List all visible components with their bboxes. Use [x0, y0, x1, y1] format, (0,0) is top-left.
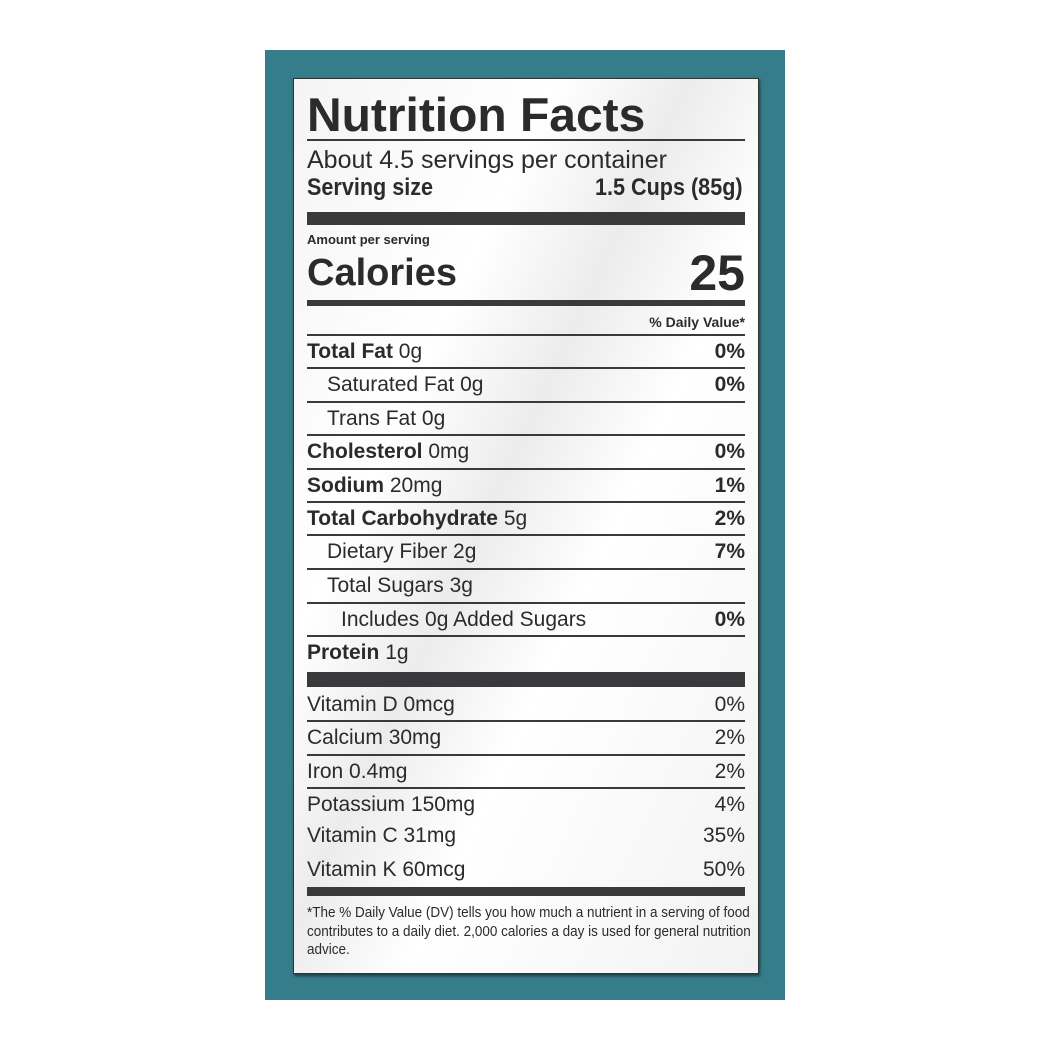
divider [307, 602, 745, 604]
vitamin-row: Calcium 30mg 2% [307, 723, 745, 753]
nutrient-name: Dietary Fiber [327, 540, 448, 563]
nutrient-daily-value: 0% [714, 340, 745, 363]
divider [307, 139, 745, 141]
vitamin-daily-value: 2% [714, 726, 745, 749]
vitamin-amount: 31mg [403, 824, 457, 847]
nutrient-amount: 3g [449, 574, 473, 597]
nutrient-name: Total Fat [307, 340, 393, 363]
serving-size-row: Serving size 1.5 Cups (85g) [307, 173, 743, 203]
thick-divider [307, 887, 745, 896]
divider [307, 787, 745, 789]
vitamin-amount: 0.4mg [349, 760, 408, 783]
nutrient-name: Cholesterol [307, 440, 423, 463]
nutrient-daily-value: 0% [714, 608, 745, 631]
divider [307, 401, 745, 403]
calories-value: 25 [689, 245, 745, 301]
vitamin-amount: 30mg [388, 726, 442, 749]
vitamin-name: Calcium [307, 726, 383, 749]
vitamin-daily-value: 2% [714, 760, 745, 783]
divider [307, 720, 745, 722]
nutrient-name: Saturated Fat [327, 373, 455, 396]
divider [307, 635, 745, 637]
medium-divider [307, 300, 745, 306]
divider [307, 501, 745, 503]
nutrient-amount: 5g [503, 507, 528, 530]
divider [307, 367, 745, 369]
nutrient-amount: 20mg [389, 474, 443, 497]
nutrient-amount: 0g [460, 373, 484, 396]
vitamin-name: Iron [307, 760, 344, 783]
amount-per-serving: Amount per serving [307, 232, 430, 247]
vitamin-amount: 150mg [410, 793, 476, 816]
vitamin-name: Vitamin D [307, 693, 398, 716]
vitamin-daily-value: 50% [702, 858, 745, 881]
vitamin-row: Iron 0.4mg 2% [307, 757, 745, 787]
nutrient-name: Sodium [307, 474, 384, 497]
footnote: *The % Daily Value (DV) tells you how mu… [307, 905, 751, 958]
vitamin-daily-value: 0% [714, 693, 745, 716]
divider [307, 534, 745, 536]
vitamin-row: Potassium 150mg 4% [307, 790, 745, 820]
label-title: Nutrition Facts [307, 88, 646, 141]
nutrient-name: Includes 0g Added Sugars [341, 608, 587, 631]
serving-size-label: Serving size [307, 174, 434, 201]
vitamin-name: Vitamin K [307, 858, 397, 881]
vitamin-row: Vitamin C 31mg 35% [307, 821, 745, 851]
vitamin-name: Vitamin C [307, 824, 398, 847]
nutrient-row: Saturated Fat 0g 0% [307, 370, 745, 400]
nutrient-amount: 0mg [428, 440, 470, 463]
divider [307, 568, 745, 570]
nutrient-name: Protein [307, 641, 380, 664]
nutrient-name: Trans Fat [327, 407, 417, 430]
daily-value-header: % Daily Value* [649, 314, 745, 330]
divider [307, 754, 745, 756]
nutrient-row: Trans Fat 0g [307, 404, 745, 434]
divider [307, 334, 745, 336]
thick-divider [307, 212, 745, 225]
serving-size-value: 1.5 Cups (85g) [594, 174, 743, 201]
divider [307, 434, 745, 436]
nutrient-amount: 2g [453, 540, 477, 563]
nutrient-row: Total Fat 0g 0% [307, 337, 745, 367]
nutrient-amount: 0g [398, 340, 423, 363]
vitamin-amount: 60mcg [402, 858, 466, 881]
servings-per-container: About 4.5 servings per container [307, 146, 667, 174]
nutrient-daily-value: 0% [714, 373, 745, 396]
nutrient-row: Protein 1g [307, 638, 745, 668]
vitamin-row: Vitamin D 0mcg 0% [307, 690, 745, 720]
nutrition-facts-label: Nutrition Facts About 4.5 servings per c… [293, 78, 759, 974]
nutrient-daily-value: 2% [714, 507, 745, 530]
nutrient-daily-value: 7% [714, 540, 745, 563]
nutrient-row: Includes 0g Added Sugars 0% [307, 605, 745, 635]
nutrient-row: Cholesterol 0mg 0% [307, 437, 745, 467]
nutrient-name: Total Carbohydrate [307, 507, 498, 530]
thick-divider [307, 672, 745, 687]
nutrient-row: Total Carbohydrate 5g 2% [307, 504, 745, 534]
nutrient-amount: 0g [421, 407, 446, 430]
nutrient-daily-value: 1% [714, 474, 745, 497]
nutrient-row: Dietary Fiber 2g 7% [307, 537, 745, 567]
vitamin-daily-value: 4% [714, 793, 745, 816]
nutrient-row: Total Sugars 3g [307, 571, 745, 601]
vitamin-name: Potassium [307, 793, 406, 816]
vitamin-daily-value: 35% [702, 824, 745, 847]
nutrient-amount: 1g [385, 641, 409, 664]
vitamin-amount: 0mcg [403, 693, 455, 716]
divider [307, 468, 745, 470]
nutrient-name: Total Sugars [327, 574, 444, 597]
calories-label: Calories [307, 251, 457, 294]
vitamin-row: Vitamin K 60mcg 50% [307, 855, 745, 885]
nutrient-daily-value: 0% [714, 440, 745, 463]
nutrient-row: Sodium 20mg 1% [307, 471, 745, 501]
calories-row: Calories 25 [307, 245, 745, 301]
